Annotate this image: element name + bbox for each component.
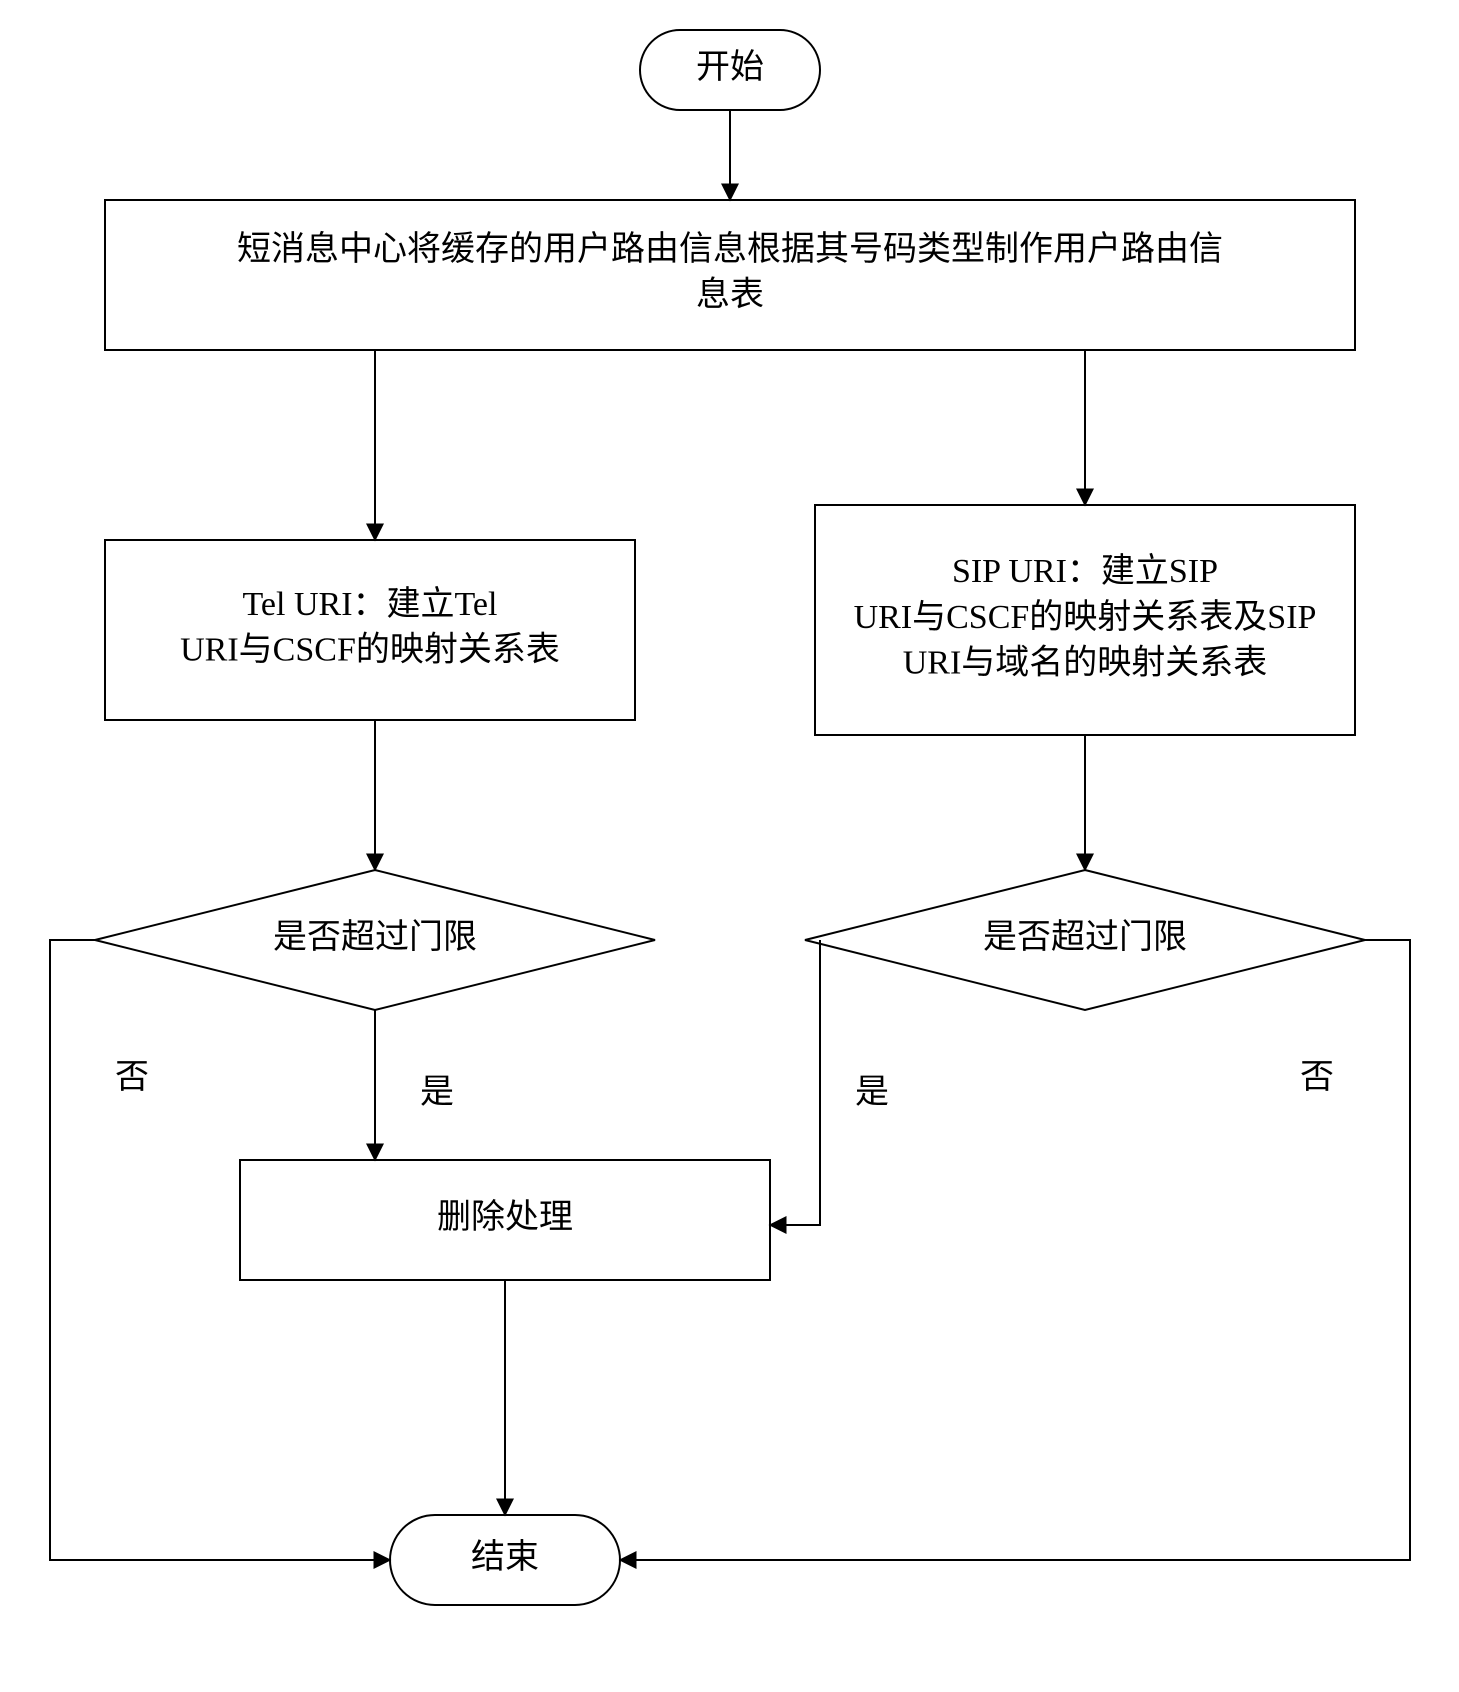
end-label: 结束 <box>471 1538 539 1576</box>
dec_right-label: 是否超过门限 <box>983 918 1187 956</box>
sip_uri-line-0: SIP URI：建立SIP <box>952 552 1218 590</box>
edge-label-decR-no-end: 否 <box>1300 1059 1334 1096</box>
edge-label-decL-yes-del: 是 <box>420 1074 454 1111</box>
sip_uri-line-2: URI与域名的映射关系表 <box>903 644 1268 682</box>
sip_uri-line-1: URI与CSCF的映射关系表及SIP <box>854 598 1317 636</box>
edge-label-decR-yes-del: 是 <box>855 1074 889 1111</box>
delete-line-0: 删除处理 <box>437 1198 573 1236</box>
build_table-line-1: 息表 <box>696 276 764 314</box>
build_table-node <box>105 200 1355 350</box>
tel_uri-line-1: URI与CSCF的映射关系表 <box>180 631 560 669</box>
tel_uri-line-0: Tel URI：建立Tel <box>243 585 498 623</box>
edge-label-decL-no-end: 否 <box>115 1059 149 1096</box>
dec_left-label: 是否超过门限 <box>273 918 477 956</box>
start-label: 开始 <box>696 48 764 86</box>
edge-decR-yes-del <box>770 940 820 1225</box>
build_table-line-0: 短消息中心将缓存的用户路由信息根据其号码类型制作用户路由信 <box>237 230 1223 268</box>
tel_uri-node <box>105 540 635 720</box>
